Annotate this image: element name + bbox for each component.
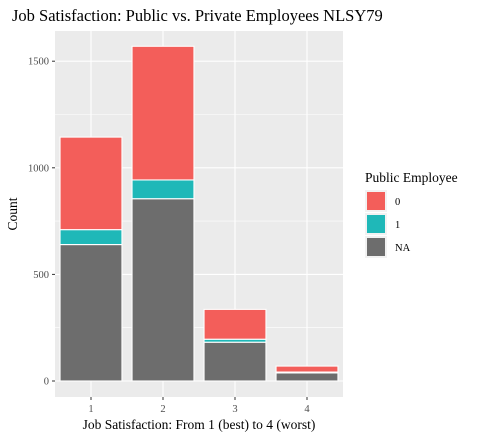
x-tick-label: 4 [304, 404, 310, 415]
bar-segment-3-0 [203, 308, 267, 340]
legend-swatch-1 [367, 215, 385, 233]
y-tick-label: 0 [44, 377, 49, 388]
x-tick-label: 1 [88, 404, 93, 415]
legend-swatch-NA [367, 238, 385, 256]
bar-segment-4-0 [275, 365, 339, 373]
bar-segment-2-0 [131, 45, 195, 181]
legend-swatch-0 [367, 192, 385, 210]
bars [59, 45, 339, 382]
y-tick-label: 1500 [28, 57, 49, 68]
legend-label-NA: NA [395, 243, 411, 254]
bar-segment-4-NA [275, 372, 339, 382]
bar-segment-1-1 [59, 229, 123, 246]
bar-segment-1-NA [59, 244, 123, 382]
bar-segment-3-NA [203, 341, 267, 382]
legend-label-0: 0 [395, 197, 400, 208]
x-axis-title: Job Satisfaction: From 1 (best) to 4 (wo… [83, 417, 316, 432]
chart-title: Job Satisfaction: Public vs. Private Emp… [12, 6, 383, 25]
legend: Public Employee 0 1 NA [365, 170, 458, 258]
bar-segment-2-1 [131, 179, 195, 200]
legend-label-1: 1 [395, 220, 400, 231]
y-tick-label: 1000 [28, 163, 49, 174]
bar-segment-2-NA [131, 198, 195, 382]
x-tick-label: 2 [160, 404, 165, 415]
x-tick-label: 3 [232, 404, 237, 415]
x-axis: 1 2 3 4 [88, 397, 310, 415]
y-tick-label: 500 [33, 270, 49, 281]
y-axis-title: Count [5, 197, 20, 230]
legend-title: Public Employee [365, 170, 458, 185]
bar-segment-1-0 [59, 136, 123, 231]
y-axis: 0 500 1000 1500 [28, 57, 55, 388]
